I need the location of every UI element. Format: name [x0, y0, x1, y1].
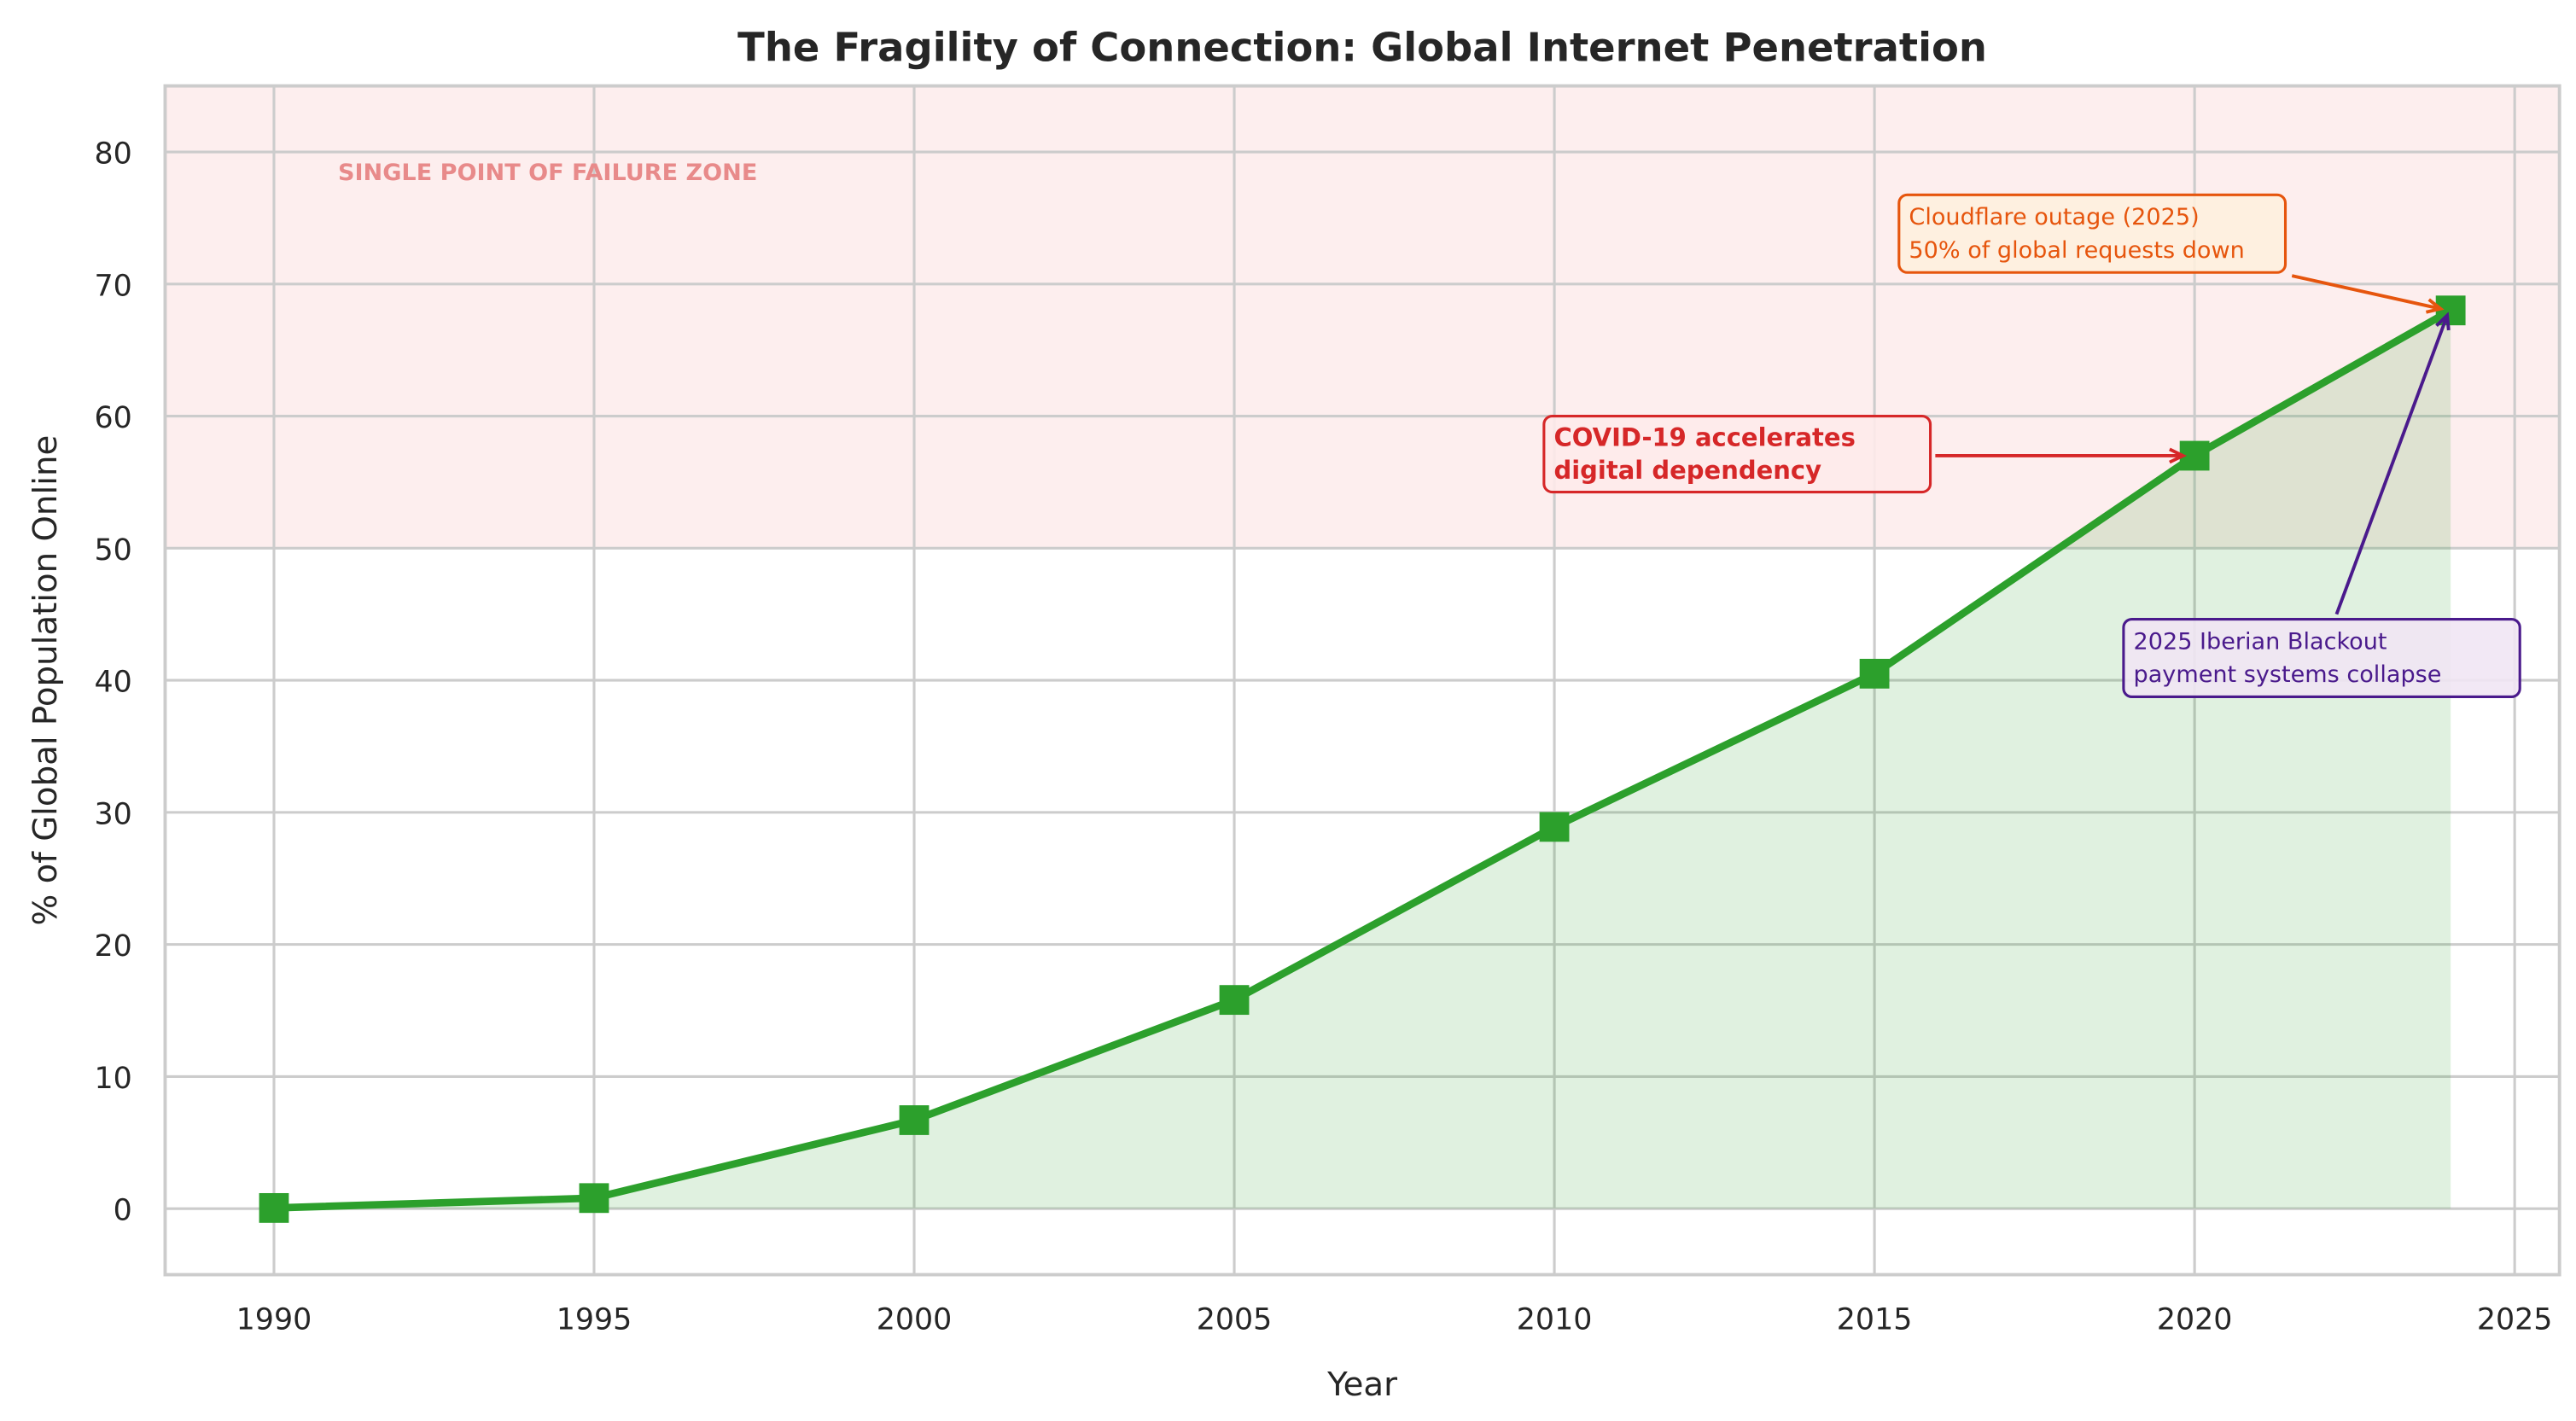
- annotation-iberian: 2025 Iberian Blackout payment systems col…: [2122, 312, 2521, 698]
- annotation-text: payment systems collapse: [2134, 661, 2442, 688]
- y-tick-label: 40: [94, 666, 131, 700]
- annotation-text: 2025 Iberian Blackout: [2134, 628, 2387, 655]
- x-axis-label: Year: [1326, 1366, 1397, 1404]
- x-tick-label: 2025: [2477, 1302, 2553, 1337]
- x-tick-label: 2015: [1837, 1302, 1913, 1337]
- data-point-marker: [1859, 658, 1890, 689]
- y-tick-label: 20: [94, 929, 131, 964]
- y-ticks: 0 10 20 30 40 50 60 70 80: [94, 137, 131, 1228]
- data-point-marker: [899, 1105, 930, 1135]
- y-tick-label: 50: [94, 533, 131, 568]
- chart-title: The Fragility of Connection: Global Inte…: [737, 25, 1987, 71]
- x-ticks: 1990 1995 2000 2005 2010 2015 2020 2025: [236, 1302, 2553, 1337]
- annotation-text: COVID-19 accelerates: [1553, 422, 1855, 451]
- area-fill: [273, 310, 2451, 1209]
- data-point-marker: [1219, 985, 1250, 1016]
- y-tick-label: 60: [94, 401, 131, 435]
- series-line: [273, 306, 2453, 1212]
- annotations: COVID-19 accelerates digital dependency Cl…: [1542, 193, 2521, 698]
- y-tick-label: 0: [114, 1194, 132, 1228]
- x-tick-label: 2010: [1517, 1302, 1593, 1337]
- annotation-text: digital dependency: [1553, 456, 1821, 485]
- x-tick-label: 2005: [1197, 1302, 1273, 1337]
- annotation-covid: COVID-19 accelerates digital dependency: [1542, 415, 2188, 494]
- annotation-arrow: [2291, 274, 2441, 311]
- annotation-cloudflare: Cloudflare outage (2025) 50% of global re…: [1897, 193, 2445, 314]
- data-point-marker: [1539, 812, 1570, 842]
- markers: [259, 295, 2466, 1223]
- annotation-arrow: [2334, 314, 2449, 615]
- y-tick-label: 70: [94, 269, 131, 303]
- x-tick-label: 2020: [2157, 1302, 2233, 1337]
- data-point-marker: [259, 1192, 289, 1223]
- x-tick-label: 2000: [877, 1302, 953, 1337]
- arrowhead-icon: [2435, 312, 2451, 331]
- data-point-marker: [579, 1183, 609, 1214]
- annotation-box: [1542, 415, 1932, 494]
- annotation-box: [1897, 193, 2288, 274]
- y-axis-label: % of Global Population Online: [26, 435, 65, 926]
- annotation-text: Cloudflare outage (2025): [1909, 204, 2199, 230]
- annotation-box: [2122, 617, 2521, 698]
- failure-zone-band: [165, 85, 2560, 549]
- y-tick-label: 30: [94, 797, 131, 831]
- arrowhead-icon: [2425, 298, 2445, 314]
- x-tick-label: 1990: [236, 1302, 312, 1337]
- x-tick-label: 1995: [557, 1302, 632, 1337]
- plot-frame: [163, 84, 2561, 1277]
- y-tick-label: 10: [94, 1062, 131, 1096]
- y-tick-label: 80: [94, 137, 131, 172]
- annotation-text: 50% of global requests down: [1909, 237, 2244, 264]
- arrowhead-icon: [2169, 447, 2188, 464]
- zone-label: SINGLE POINT OF FAILURE ZONE: [338, 160, 757, 186]
